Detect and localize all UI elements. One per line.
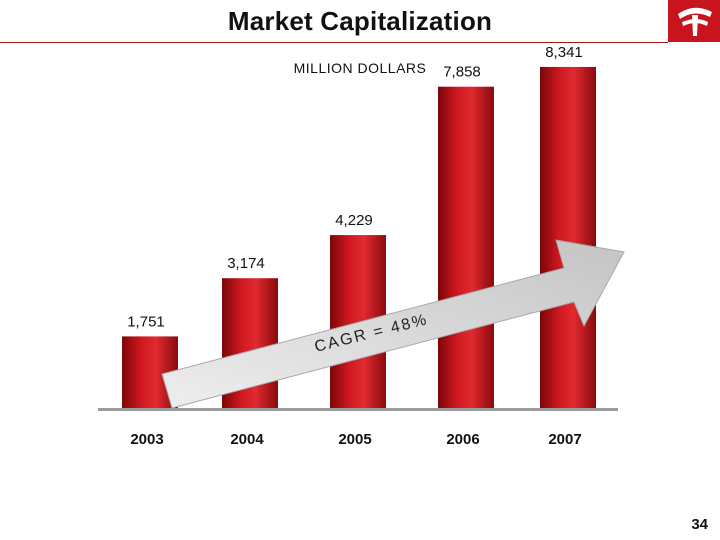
bar-2007 — [540, 66, 596, 409]
x-tick-label-2005: 2005 — [338, 431, 371, 448]
data-label-2006: 7,858 — [443, 64, 481, 81]
cagr-arrow — [161, 239, 625, 409]
x-tick-label-2007: 2007 — [548, 431, 581, 448]
x-tick-label-2004: 2004 — [230, 431, 264, 448]
bank-logo — [668, 0, 720, 42]
title-rule — [0, 42, 668, 43]
x-tick-label-2003: 2003 — [130, 431, 163, 448]
data-label-2003: 1,751 — [127, 313, 165, 330]
page-number: 34 — [691, 516, 708, 533]
data-label-2007: 8,341 — [545, 44, 583, 61]
x-tick-label-2006: 2006 — [446, 431, 479, 448]
chart-subtitle: MILLION DOLLARS — [293, 60, 427, 76]
data-label-2005: 4,229 — [335, 212, 373, 229]
page-title: Market Capitalization — [227, 6, 493, 36]
data-label-2004: 3,174 — [227, 255, 265, 272]
bar-2006 — [438, 86, 494, 408]
x-axis-baseline — [98, 408, 618, 411]
